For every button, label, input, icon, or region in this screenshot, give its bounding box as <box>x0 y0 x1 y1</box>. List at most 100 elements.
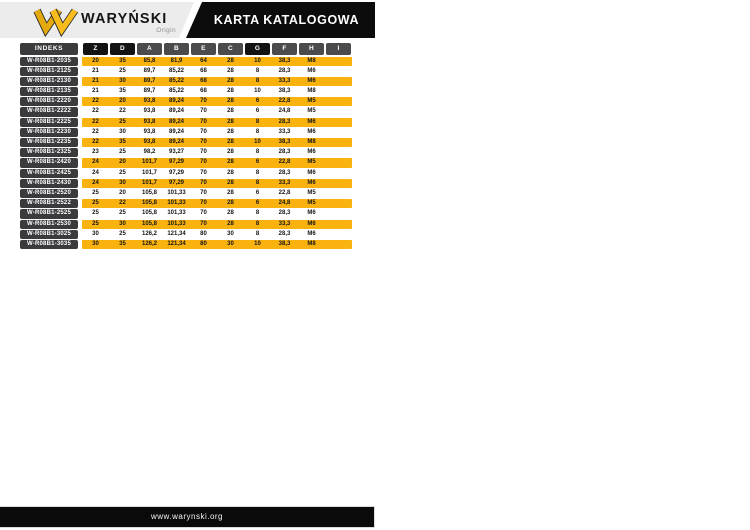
value-cell: 24,8 <box>278 200 291 207</box>
value-cell: 38,3 <box>278 139 291 145</box>
value-cell: 28 <box>227 108 234 115</box>
value-cell: M6 <box>307 210 316 217</box>
value-cell: 10 <box>254 57 261 64</box>
column-header-e: E <box>191 43 216 55</box>
index-cell: W-R08B1-2425 <box>20 168 78 178</box>
value-cell: 20 <box>119 189 126 196</box>
brand-strip <box>0 2 194 38</box>
row-values: 24 25 101,7 97,29 70 28 8 28,3 M6 <box>82 168 352 178</box>
value-cell: 30 <box>119 220 126 227</box>
value-cell: 85,22 <box>168 88 184 95</box>
value-cell: 28 <box>227 179 234 186</box>
value-cell: 105,8 <box>141 220 157 227</box>
value-cell: M6 <box>307 169 316 176</box>
index-cell: W-R08B1-2530 <box>20 219 78 229</box>
footer-bar: www.warynski.org <box>0 506 375 528</box>
value-cell: 35 <box>119 88 126 95</box>
value-cell: 70 <box>200 220 207 227</box>
table-row: W-R08B1-3035 30 35 126,2 121,34 80 30 10 38,3 M8 <box>20 239 352 250</box>
row-values: 25 22 105,8 101,33 70 28 6 24,8 M5 <box>82 199 352 209</box>
value-cell: 22 <box>92 108 99 115</box>
value-cell: 101,7 <box>141 169 157 176</box>
index-cell: W-R08B1-2430 <box>20 178 78 188</box>
value-cell: 70 <box>200 139 207 145</box>
table-row: W-R08B1-2230 22 30 93,8 89,24 70 28 8 33,3 M6 <box>20 127 352 137</box>
value-cell <box>325 87 352 96</box>
value-cell: 33,3 <box>278 220 291 227</box>
value-cell: 98,2 <box>143 149 156 156</box>
value-cell: 25 <box>92 189 99 196</box>
value-cell: M6 <box>307 128 316 135</box>
value-cell: 33,3 <box>278 77 291 84</box>
value-cell: 80 <box>200 240 207 247</box>
row-values: 22 30 93,8 89,24 70 28 8 33,3 M6 <box>82 127 352 137</box>
value-cell: 28 <box>227 77 234 84</box>
index-cell: W-R08B1-2035 <box>20 56 78 66</box>
value-cell: 28 <box>227 57 234 64</box>
index-cell: W-R08B1-2420 <box>20 158 78 168</box>
value-cell: M5 <box>307 200 316 207</box>
value-cell: 93,8 <box>143 128 156 135</box>
value-cell: 93,8 <box>143 98 156 105</box>
row-values: 22 22 93,8 89,24 70 28 6 24,8 M5 <box>82 107 352 117</box>
value-cell: 81,9 <box>170 57 183 64</box>
value-cell: 105,8 <box>141 189 157 196</box>
value-cell: 22,8 <box>278 159 291 166</box>
column-header-f: F <box>272 43 297 55</box>
value-cell: 6 <box>255 98 260 105</box>
value-cell: 80 <box>200 230 207 237</box>
table-row: W-R08B1-2125 21 25 89,7 85,22 68 28 8 28,3 M6 <box>20 66 352 76</box>
value-cell: 101,33 <box>167 210 186 217</box>
index-cell: W-R08B1-2230 <box>20 127 78 137</box>
value-cell: 89,24 <box>168 98 184 105</box>
column-header-c: C <box>218 43 243 55</box>
row-values: 25 20 105,8 101,33 70 28 6 22,8 M5 <box>82 188 352 199</box>
value-cell: 85,8 <box>143 57 156 64</box>
value-cell: 20 <box>119 98 126 105</box>
row-values: 24 30 101,7 97,29 70 28 8 33,3 M6 <box>82 178 352 188</box>
value-cell: 22 <box>119 108 126 115</box>
row-values: 20 35 85,8 81,9 64 28 10 38,3 M8 <box>82 56 352 66</box>
value-cell: 89,7 <box>143 88 156 95</box>
value-cell: 68 <box>200 88 207 95</box>
value-cell: 10 <box>254 240 261 247</box>
row-values: 21 35 89,7 85,22 68 28 10 38,3 M8 <box>82 87 352 97</box>
column-header-d: D <box>110 43 135 55</box>
value-cell: M8 <box>307 139 316 145</box>
index-cell: W-R08B1-2520 <box>20 188 78 199</box>
value-cell: 89,24 <box>168 118 184 125</box>
table-row: W-R08B1-2325 23 25 98,2 93,27 70 28 8 28,3 M6 <box>20 148 352 158</box>
value-cell: 28 <box>227 169 234 176</box>
index-cell: W-R08B1-3025 <box>20 229 78 239</box>
value-cell: 93,8 <box>143 108 156 115</box>
column-header-h: H <box>299 43 324 55</box>
value-cell: 24 <box>92 159 99 166</box>
value-cell: 28 <box>227 200 234 207</box>
value-cell: 30 <box>227 240 234 247</box>
row-values: 30 35 126,2 121,34 80 30 10 38,3 M8 <box>82 239 352 250</box>
value-cell: M5 <box>307 159 316 166</box>
value-cell: 8 <box>255 210 260 217</box>
row-values: 21 25 89,7 85,22 68 28 8 28,3 M6 <box>82 66 352 76</box>
value-cell: 25 <box>92 220 99 227</box>
index-cell: W-R08B1-2325 <box>20 148 78 158</box>
value-cell: 25 <box>119 118 126 125</box>
value-cell: 89,24 <box>168 128 184 135</box>
index-cell: W-R08B1-2225 <box>20 117 78 127</box>
value-cell <box>325 209 352 218</box>
table-row: W-R08B1-2525 25 25 105,8 101,33 70 28 8 28,3 M6 <box>20 209 352 219</box>
value-cell: 28,3 <box>278 67 291 74</box>
value-cell: 93,8 <box>143 139 156 145</box>
column-header-i: I <box>326 43 351 55</box>
value-cell: 89,24 <box>168 108 184 115</box>
value-cell: M8 <box>307 57 316 64</box>
value-cell: 70 <box>200 98 207 105</box>
value-cell <box>325 97 352 106</box>
value-cell: 28,3 <box>278 169 291 176</box>
index-cell: W-R08B1-2130 <box>20 76 78 87</box>
value-cell: 101,7 <box>141 179 157 186</box>
value-cell: 30 <box>119 179 126 186</box>
value-cell: 70 <box>200 169 207 176</box>
value-cell: 28 <box>227 67 234 74</box>
value-cell: M6 <box>307 230 316 237</box>
